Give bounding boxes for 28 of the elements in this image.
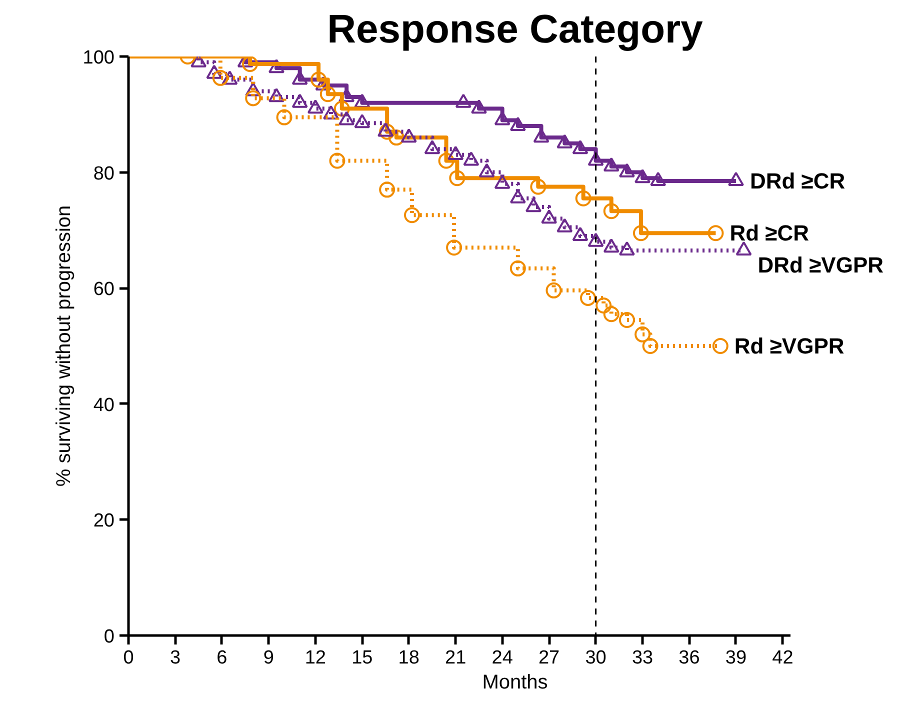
y-tick-label: 80 xyxy=(93,163,115,184)
series-label: Rd ≥CR xyxy=(730,220,810,246)
x-tick-label: 9 xyxy=(263,648,274,668)
y-tick-label: 20 xyxy=(93,510,115,532)
x-tick-label: 18 xyxy=(398,648,420,668)
y-axis-title: % surviving without progression xyxy=(52,205,75,487)
series-label: DRd ≥CR xyxy=(750,168,846,194)
x-tick-label: 6 xyxy=(216,648,228,668)
x-tick-label: 36 xyxy=(678,648,700,668)
y-tick-label: 40 xyxy=(93,394,115,416)
x-tick-label: 27 xyxy=(538,648,560,668)
x-tick-label: 0 xyxy=(123,648,134,668)
x-tick-label: 3 xyxy=(170,648,181,668)
x-tick-label: 39 xyxy=(725,648,747,668)
x-tick-label: 21 xyxy=(445,648,466,668)
x-tick-label: 15 xyxy=(352,648,373,668)
x-tick-label: 33 xyxy=(632,648,654,668)
x-tick-label: 30 xyxy=(585,648,606,668)
x-tick-label: 42 xyxy=(772,648,794,668)
x-axis-title: Months xyxy=(482,672,548,694)
series-label: DRd ≥VGPR xyxy=(758,252,884,278)
y-tick-label: 60 xyxy=(93,279,115,300)
x-tick-label: 24 xyxy=(492,648,514,668)
y-tick-label: 0 xyxy=(104,626,115,648)
series-label: Rd ≥VGPR xyxy=(734,334,844,358)
x-tick-label: 12 xyxy=(304,648,326,668)
y-tick-label: 100 xyxy=(82,48,114,68)
chart-title: Response Category xyxy=(327,8,704,52)
